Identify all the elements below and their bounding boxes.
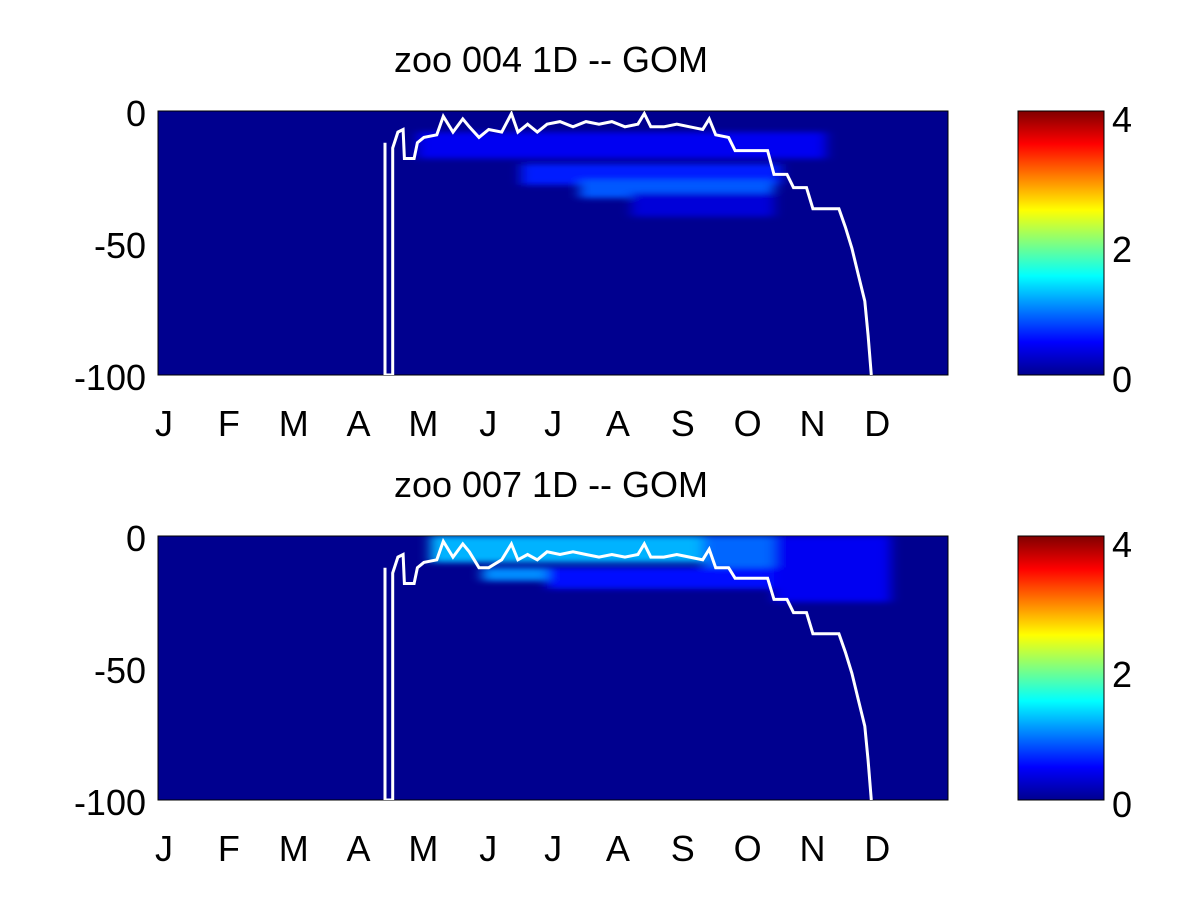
x-tick-label: J xyxy=(155,828,173,869)
colorbar xyxy=(1017,110,1105,376)
heatmap-cell xyxy=(417,132,826,159)
x-tick-label: M xyxy=(408,828,438,869)
chart-title: zoo 004 1D -- GOM xyxy=(394,39,708,80)
x-tick-label: J xyxy=(544,403,562,444)
colorbar-tick-label: 2 xyxy=(1112,229,1132,270)
x-tick-label: O xyxy=(734,403,762,444)
chart-title: zoo 007 1D -- GOM xyxy=(394,464,708,505)
y-tick-label: 0 xyxy=(126,518,146,559)
x-tick-label: O xyxy=(734,828,762,869)
x-tick-label: N xyxy=(799,828,825,869)
x-tick-label: A xyxy=(347,403,371,444)
heatmap-cell xyxy=(631,192,775,217)
x-tick-label: S xyxy=(671,403,695,444)
x-tick-label: J xyxy=(155,403,173,444)
heatmap-hotspots xyxy=(417,132,826,217)
heatmap-hotspots xyxy=(430,536,891,602)
x-tick-label: M xyxy=(279,403,309,444)
colorbar-tick-label: 4 xyxy=(1112,99,1132,140)
x-tick-label: A xyxy=(606,828,630,869)
colorbar xyxy=(1017,535,1105,801)
heatmap-cell xyxy=(482,567,548,581)
x-tick-label: M xyxy=(279,828,309,869)
y-tick-label: -100 xyxy=(74,782,146,823)
x-tick-label: A xyxy=(347,828,371,869)
boundary-line xyxy=(383,111,873,375)
x-tick-label: J xyxy=(544,828,562,869)
x-tick-label: N xyxy=(799,403,825,444)
heatmap-cell xyxy=(774,536,891,602)
y-tick-label: -50 xyxy=(94,225,146,266)
y-tick-label: 0 xyxy=(126,93,146,134)
x-tick-label: F xyxy=(218,403,240,444)
x-tick-label: D xyxy=(864,403,890,444)
colorbar-tick-label: 2 xyxy=(1112,654,1132,695)
heatmap-cell xyxy=(547,567,775,589)
x-tick-label: M xyxy=(408,403,438,444)
colorbar-tick-label: 4 xyxy=(1112,524,1132,565)
x-tick-label: D xyxy=(864,828,890,869)
x-tick-label: S xyxy=(671,828,695,869)
x-tick-label: J xyxy=(479,403,497,444)
colorbar-tick-label: 0 xyxy=(1112,359,1132,400)
x-tick-label: A xyxy=(606,403,630,444)
boundary-line xyxy=(383,537,873,800)
y-tick-label: -100 xyxy=(74,357,146,398)
y-tick-label: -50 xyxy=(94,650,146,691)
colorbar-tick-label: 0 xyxy=(1112,784,1132,825)
x-tick-label: J xyxy=(479,828,497,869)
x-tick-label: F xyxy=(218,828,240,869)
